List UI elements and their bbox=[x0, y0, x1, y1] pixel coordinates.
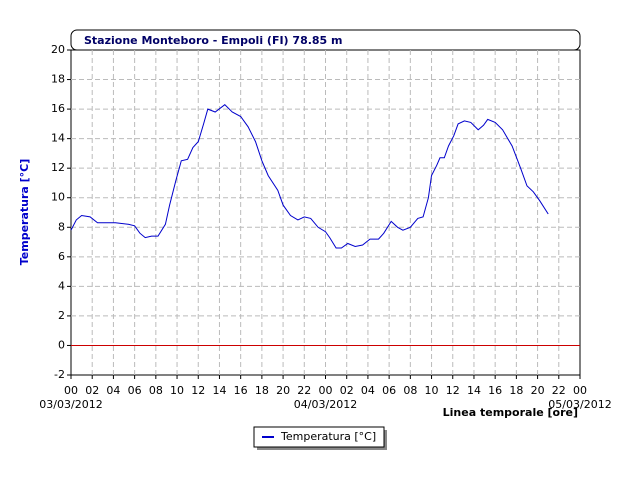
y-tick-label: 8 bbox=[58, 220, 65, 233]
legend-box bbox=[253, 426, 385, 448]
x-tick-label: 08 bbox=[403, 384, 417, 397]
date-label: 04/03/2012 bbox=[294, 398, 357, 411]
x-tick-label: 18 bbox=[509, 384, 523, 397]
y-tick-label: 6 bbox=[58, 250, 65, 263]
x-tick-label: 04 bbox=[361, 384, 375, 397]
x-tick-label: 12 bbox=[446, 384, 460, 397]
data-line bbox=[70, 104, 549, 249]
chart-title: Stazione Monteboro - Empoli (FI) 78.85 m bbox=[84, 34, 343, 47]
x-tick-label: 10 bbox=[425, 384, 439, 397]
y-tick-label: 4 bbox=[58, 279, 65, 292]
x-tick-label: 06 bbox=[382, 384, 396, 397]
y-tick-label: 10 bbox=[51, 191, 65, 204]
legend-label: Temperatura [°C] bbox=[280, 430, 376, 443]
y-axis-label: Temperatura [°C] bbox=[18, 159, 31, 266]
x-tick-label: 18 bbox=[255, 384, 269, 397]
x-axis-label: Linea temporale [ore] bbox=[443, 406, 578, 419]
x-tick-label: 20 bbox=[531, 384, 545, 397]
x-tick-label: 08 bbox=[149, 384, 163, 397]
y-tick-label: 16 bbox=[51, 102, 65, 115]
y-tick-label: 18 bbox=[51, 73, 65, 86]
x-tick-label: 00 bbox=[319, 384, 333, 397]
x-tick-label: 12 bbox=[191, 384, 205, 397]
x-tick-label: 10 bbox=[170, 384, 184, 397]
y-tick-label: 20 bbox=[51, 43, 65, 56]
x-tick-label: 16 bbox=[234, 384, 248, 397]
y-tick-label: 12 bbox=[51, 161, 65, 174]
y-tick-label: -2 bbox=[54, 368, 65, 381]
x-tick-label: 22 bbox=[297, 384, 311, 397]
x-tick-label: 14 bbox=[467, 384, 481, 397]
x-tick-label: 02 bbox=[85, 384, 99, 397]
y-tick-label: 2 bbox=[58, 309, 65, 322]
x-tick-label: 00 bbox=[64, 384, 78, 397]
x-tick-label: 20 bbox=[276, 384, 290, 397]
y-tick-label: 14 bbox=[51, 132, 65, 145]
x-tick-label: 00 bbox=[573, 384, 587, 397]
y-tick-label: 0 bbox=[58, 338, 65, 351]
x-tick-label: 06 bbox=[128, 384, 142, 397]
x-tick-label: 22 bbox=[552, 384, 566, 397]
legend: Temperatura [°C] bbox=[262, 430, 376, 443]
x-tick-label: 02 bbox=[340, 384, 354, 397]
date-label: 05/03/2012 bbox=[548, 398, 611, 411]
x-tick-label: 04 bbox=[106, 384, 120, 397]
x-tick-label: 14 bbox=[212, 384, 226, 397]
date-label: 03/03/2012 bbox=[39, 398, 102, 411]
x-tick-label: 16 bbox=[488, 384, 502, 397]
